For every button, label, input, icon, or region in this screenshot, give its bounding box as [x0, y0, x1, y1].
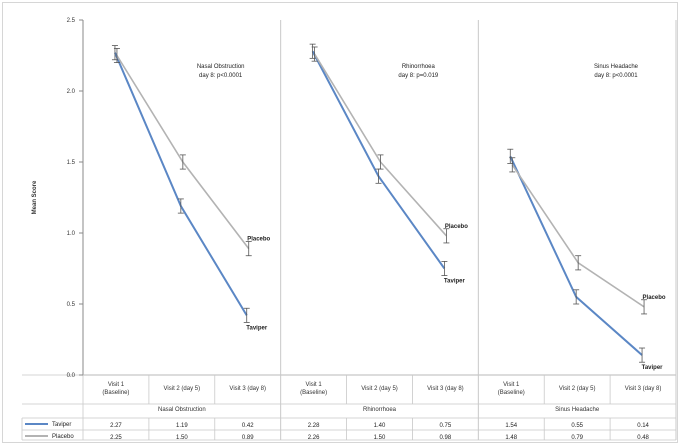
table-cell: 2.28	[308, 423, 320, 429]
table-cell: 0.48	[637, 435, 649, 441]
series-end-label: Taviper	[444, 279, 466, 285]
series-end-label: Placebo	[445, 224, 468, 230]
category-label: Visit 3 (day 8)	[625, 386, 662, 392]
group-annotation: Rhinorrhoea	[402, 64, 436, 70]
table-cell: 0.89	[242, 435, 254, 441]
category-label: Visit 3 (day 8)	[427, 386, 464, 392]
table-cell: 1.19	[176, 423, 188, 429]
table-cell: 0.14	[637, 423, 649, 429]
table-cell: 0.79	[571, 435, 583, 441]
legend-label: Placebo	[52, 434, 74, 440]
table-cell: 1.40	[374, 423, 386, 429]
series-line-taviper	[114, 52, 248, 316]
category-label-cont: (Baseline)	[498, 390, 525, 396]
series-line-placebo	[116, 55, 250, 250]
series-end-label: Placebo	[247, 237, 270, 243]
group-label: Sinus Headache	[555, 407, 600, 413]
table-cell: 0.98	[440, 435, 452, 441]
category-label: Visit 2 (day 5)	[559, 386, 596, 392]
category-label: Visit 1	[305, 382, 322, 388]
category-label-cont: (Baseline)	[102, 390, 129, 396]
group-annotation: day 8: p<0.0001	[594, 73, 638, 79]
y-tick-label: 0.5	[67, 302, 76, 308]
table-cell: 1.50	[176, 435, 188, 441]
legend-label: Taviper	[52, 422, 71, 428]
group-annotation: day 8: p=0.019	[398, 73, 439, 79]
category-label: Visit 2 (day 5)	[361, 386, 398, 392]
table-cell: 0.42	[242, 423, 254, 429]
table-cell: 0.55	[571, 423, 583, 429]
y-tick-label: 2.0	[67, 89, 76, 95]
y-tick-label: 2.5	[67, 18, 76, 24]
group-label: Nasal Obstruction	[158, 407, 206, 413]
y-tick-label: 1.0	[67, 231, 76, 237]
table-cell: 1.50	[374, 435, 386, 441]
table-cell: 1.54	[505, 423, 517, 429]
group-annotation: day 8: p<0.0001	[199, 73, 243, 79]
y-tick-label: 1.5	[67, 160, 76, 166]
table-cell: 1.48	[505, 435, 517, 441]
table-cell: 2.27	[110, 423, 122, 429]
category-label: Visit 2 (day 5)	[164, 386, 201, 392]
series-line-placebo	[313, 53, 447, 237]
category-label: Visit 1	[108, 382, 125, 388]
category-label-cont: (Baseline)	[300, 390, 327, 396]
group-annotation: Sinus Headache	[594, 64, 639, 70]
category-label: Visit 3 (day 8)	[229, 386, 266, 392]
y-axis-label: Mean Score	[32, 180, 38, 214]
group-annotation: Nasal Obstruction	[197, 64, 245, 70]
series-end-label: Taviper	[246, 325, 268, 331]
series-line-placebo	[511, 164, 645, 308]
series-end-label: Placebo	[643, 295, 666, 301]
table-cell: 2.26	[308, 435, 320, 441]
category-label: Visit 1	[503, 382, 520, 388]
table-cell: 2.25	[110, 435, 122, 441]
group-label: Rhinorrhoea	[363, 407, 397, 413]
table-cell: 0.75	[440, 423, 452, 429]
series-end-label: Taviper	[642, 365, 664, 371]
y-tick-label: 0.0	[67, 373, 76, 379]
